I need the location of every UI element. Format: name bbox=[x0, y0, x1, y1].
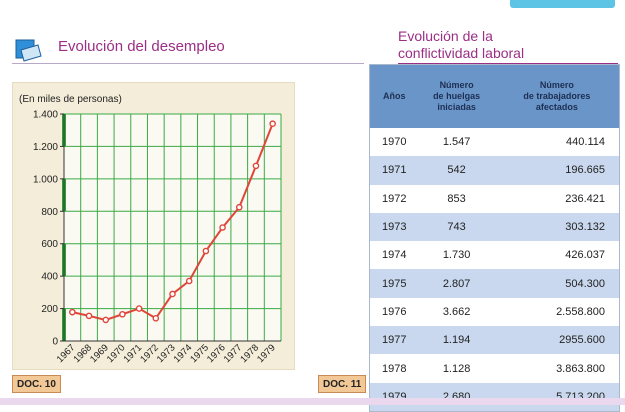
y-tick-label: 1.000 bbox=[33, 174, 58, 185]
table-row: 1979 2.680 5.713.200 bbox=[370, 382, 619, 411]
table-cell: 2.558.800 bbox=[494, 297, 619, 327]
table-cell: 236.421 bbox=[494, 184, 619, 213]
data-point bbox=[269, 120, 276, 128]
data-point bbox=[119, 310, 126, 318]
table-cell: 196.665 bbox=[494, 156, 619, 185]
table-row: 1975 2.807 504.300 bbox=[370, 269, 619, 298]
table-cell: 1977 bbox=[370, 326, 419, 355]
table-cell: 1.128 bbox=[418, 354, 495, 383]
title-divider bbox=[12, 63, 364, 64]
table-cell: 1975 bbox=[370, 269, 419, 298]
table-title-line1: Evolución de la bbox=[398, 28, 493, 44]
table-row: 1976 3.662 2.558.800 bbox=[370, 297, 619, 327]
table-row: 1971 542 196.665 bbox=[370, 156, 619, 185]
plot-area bbox=[64, 114, 281, 341]
table-row: 1978 1.128 3.863.800 bbox=[370, 354, 619, 383]
x-tick-label: 1979 bbox=[255, 342, 278, 365]
table-cell: 2.680 bbox=[418, 382, 495, 411]
chart-title: Evolución del desempleo bbox=[58, 38, 225, 55]
table-cell: 1.547 bbox=[418, 128, 495, 157]
table-row: 1970 1.547 440.114 bbox=[370, 128, 619, 157]
table-cell: 1979 bbox=[370, 382, 419, 411]
y-axis-label: (En miles de personas) bbox=[19, 94, 122, 105]
data-point bbox=[185, 277, 193, 285]
table-cell: 1974 bbox=[370, 241, 419, 270]
labor-conflict-table: Años Número de huelgas iniciadas Número de tr… bbox=[369, 64, 620, 412]
table-cell: 1.730 bbox=[418, 241, 495, 270]
data-point bbox=[85, 312, 93, 320]
table-cell: 1976 bbox=[370, 297, 419, 327]
table-header-row: Años Número de huelgas iniciadas Número de tr… bbox=[370, 65, 619, 128]
table-row: 1973 743 303.132 bbox=[370, 212, 619, 242]
table-cell: 1978 bbox=[370, 354, 419, 383]
y-tick-label: 1.200 bbox=[33, 142, 58, 153]
unemployment-chart: 0 200 400 600 800 1.000 1.200 1.400 (En miles de… bbox=[12, 82, 295, 370]
table-cell: 1970 bbox=[370, 128, 419, 157]
table-cell: 1.194 bbox=[418, 326, 495, 355]
data-point bbox=[219, 224, 226, 231]
y-tick-label: 600 bbox=[41, 239, 58, 250]
table-title: Evolución de la conflictividad laboral bbox=[398, 28, 524, 62]
table-cell: 1972 bbox=[370, 184, 419, 213]
data-point bbox=[152, 314, 160, 322]
table-cell: 853 bbox=[418, 184, 495, 213]
table-row: 1974 1.730 426.037 bbox=[370, 241, 619, 270]
table-cell: 440.114 bbox=[494, 128, 619, 157]
y-tick-label: 1.400 bbox=[33, 110, 58, 121]
table-cell: 1971 bbox=[370, 156, 419, 185]
data-point bbox=[69, 308, 76, 316]
table-cell: 2.807 bbox=[418, 269, 495, 298]
top-tab bbox=[510, 0, 615, 8]
table-cell: 303.132 bbox=[494, 212, 619, 242]
data-point bbox=[169, 290, 176, 298]
y-tick-label: 200 bbox=[41, 304, 58, 315]
table-header-1: Número de huelgas iniciadas bbox=[418, 65, 495, 128]
table-cell: 3.863.800 bbox=[494, 354, 619, 383]
y-tick-label: 0 bbox=[52, 337, 58, 348]
table-row: 1972 853 236.421 bbox=[370, 184, 619, 213]
data-point bbox=[135, 305, 143, 312]
table-cell: 1973 bbox=[370, 212, 419, 242]
book-icon bbox=[15, 39, 42, 62]
table-cell: 504.300 bbox=[494, 269, 619, 298]
y-tick-label: 400 bbox=[41, 272, 58, 283]
bottom-band bbox=[0, 398, 625, 405]
table-title-line2: conflictividad laboral bbox=[398, 45, 525, 61]
table-cell: 426.037 bbox=[494, 241, 619, 270]
table-row: 1977 1.194 2955.600 bbox=[370, 326, 619, 355]
table-header-2: Número de trabajadores afectados bbox=[494, 65, 619, 128]
table-cell: 743 bbox=[418, 212, 495, 242]
table-cell: 2955.600 bbox=[494, 326, 619, 355]
table-cell: 542 bbox=[418, 156, 495, 185]
table-header-0: Años bbox=[370, 65, 419, 128]
y-tick-label: 800 bbox=[41, 207, 58, 218]
data-point bbox=[102, 316, 110, 324]
data-point bbox=[235, 203, 243, 211]
chart-canvas: 0 200 400 600 800 1.000 1.200 1.400 (En miles de… bbox=[19, 94, 282, 365]
doc-10-badge: DOC. 10 bbox=[12, 375, 61, 393]
table-cell: 5.713.200 bbox=[494, 382, 619, 411]
table-title-divider bbox=[398, 63, 618, 64]
doc-11-badge: DOC. 11 bbox=[318, 375, 367, 393]
data-point bbox=[202, 247, 210, 255]
table-cell: 3.662 bbox=[418, 297, 495, 327]
data-point bbox=[252, 162, 260, 170]
